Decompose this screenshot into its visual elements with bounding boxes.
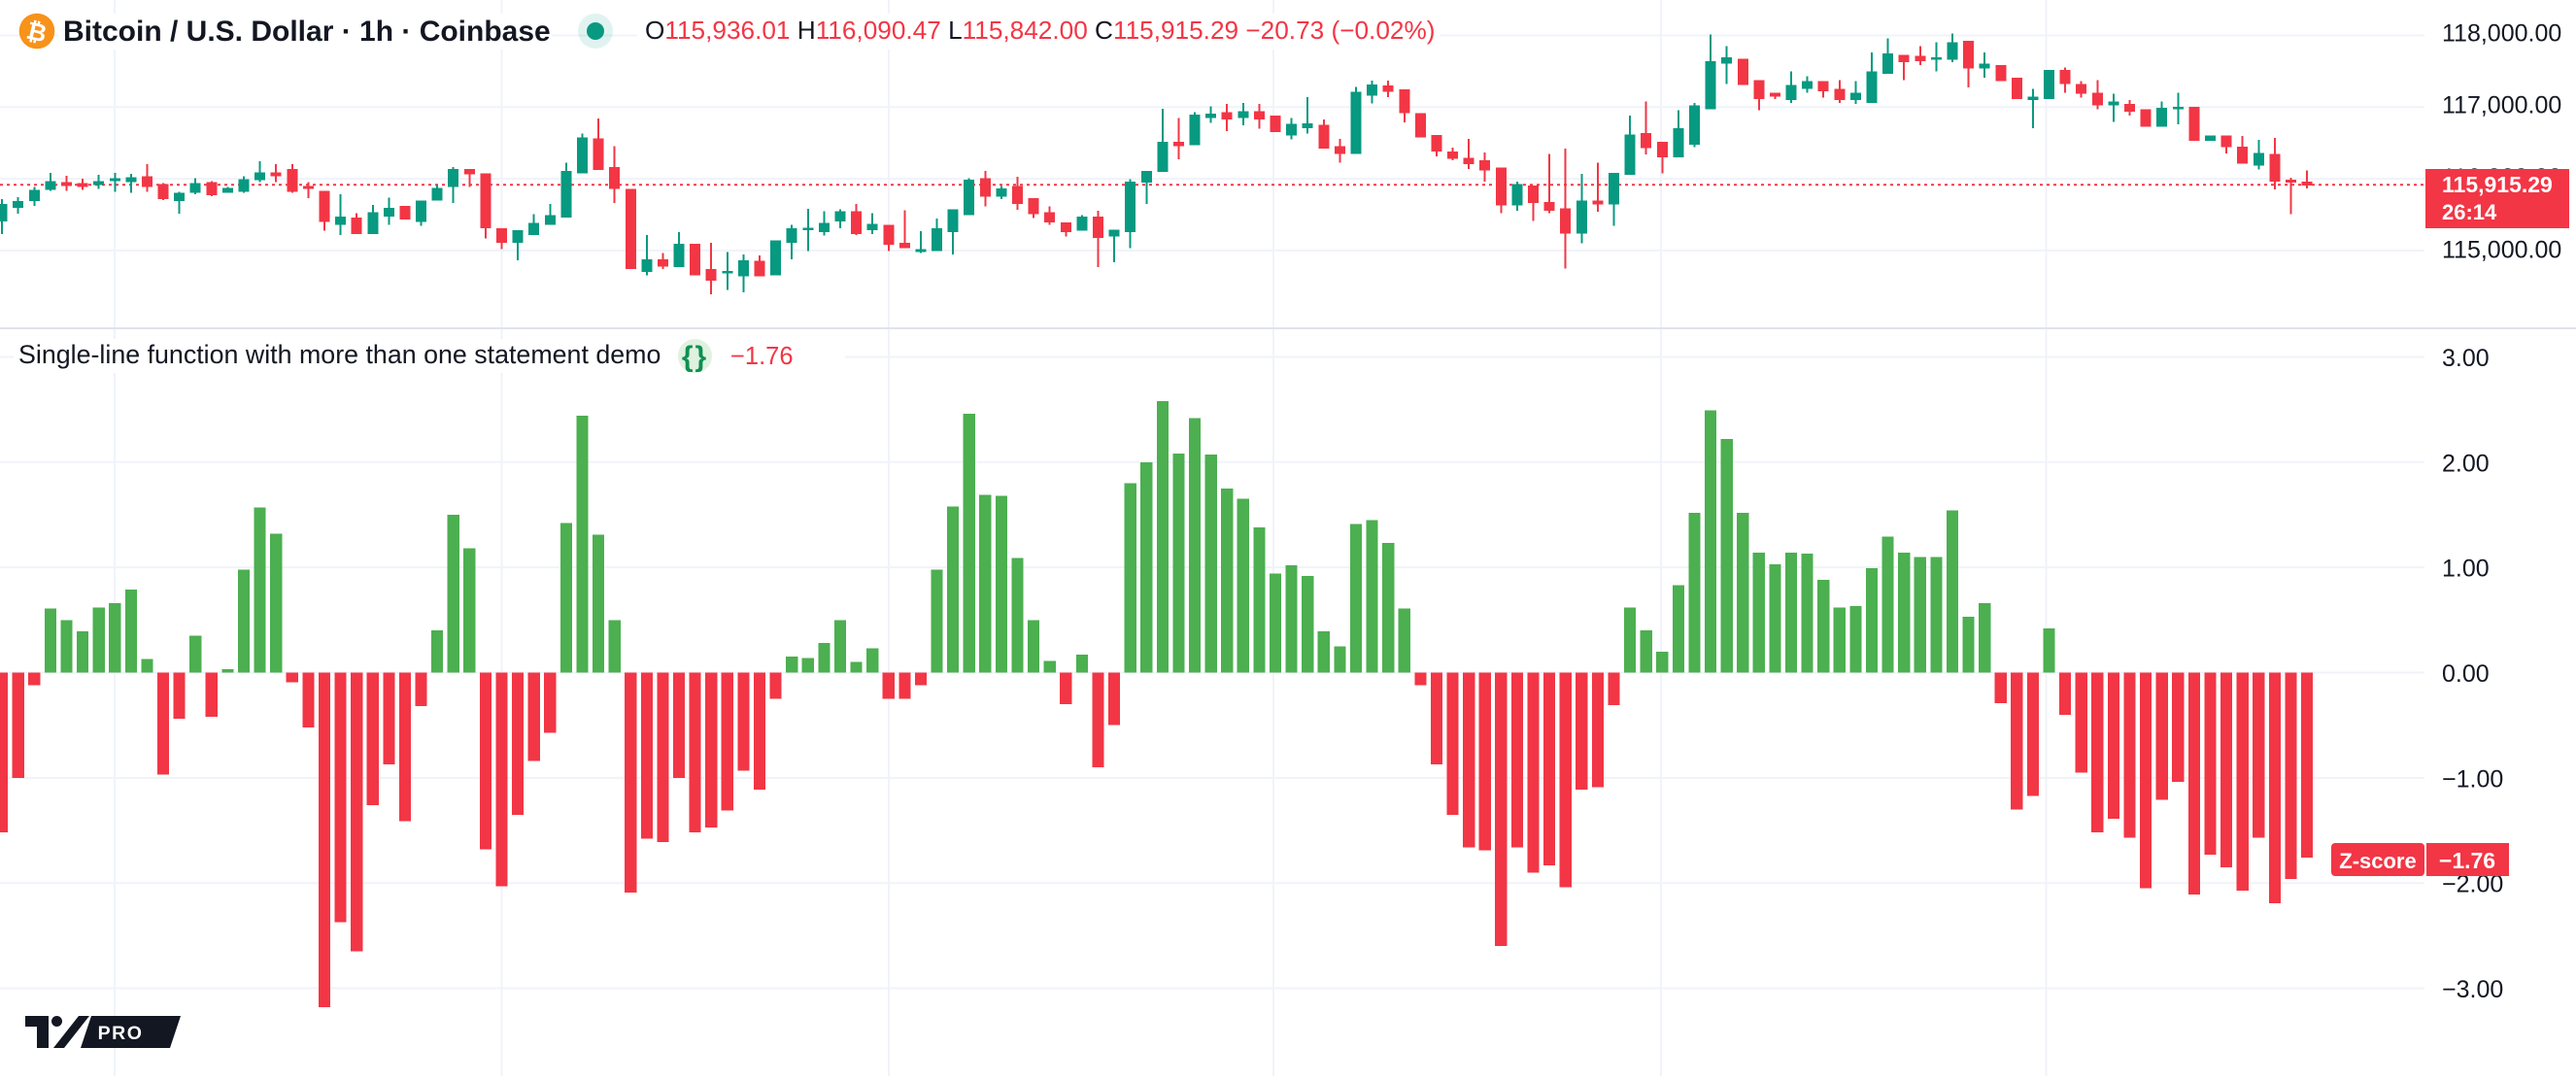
svg-text:−1.00: −1.00	[2442, 765, 2503, 793]
svg-text:−3.00: −3.00	[2442, 976, 2503, 1003]
svg-text:115,000.00: 115,000.00	[2442, 237, 2561, 264]
svg-text:118,000.00: 118,000.00	[2442, 20, 2561, 48]
svg-text:3.00: 3.00	[2442, 345, 2490, 372]
svg-text:115,915.29: 115,915.29	[2442, 172, 2553, 197]
svg-text:O115,936.01 H116,090.47 L115,8: O115,936.01 H116,090.47 L115,842.00 C115…	[645, 16, 1435, 45]
svg-text:2.00: 2.00	[2442, 450, 2490, 477]
svg-text:1.00: 1.00	[2442, 556, 2490, 583]
svg-text:PRO: PRO	[98, 1023, 144, 1044]
svg-text:117,000.00: 117,000.00	[2442, 92, 2561, 119]
svg-text:−1.76: −1.76	[2439, 848, 2495, 873]
svg-text:{}: {}	[682, 341, 708, 373]
svg-text:Z-score: Z-score	[2339, 849, 2416, 873]
svg-text:−1.76: −1.76	[730, 343, 794, 370]
svg-text:Single-line function with more: Single-line function with more than one …	[18, 340, 661, 369]
svg-text:Bitcoin / U.S. Dollar · 1h · C: Bitcoin / U.S. Dollar · 1h · Coinbase	[63, 16, 551, 48]
svg-text:0.00: 0.00	[2442, 660, 2490, 688]
svg-text:26:14: 26:14	[2442, 200, 2497, 224]
